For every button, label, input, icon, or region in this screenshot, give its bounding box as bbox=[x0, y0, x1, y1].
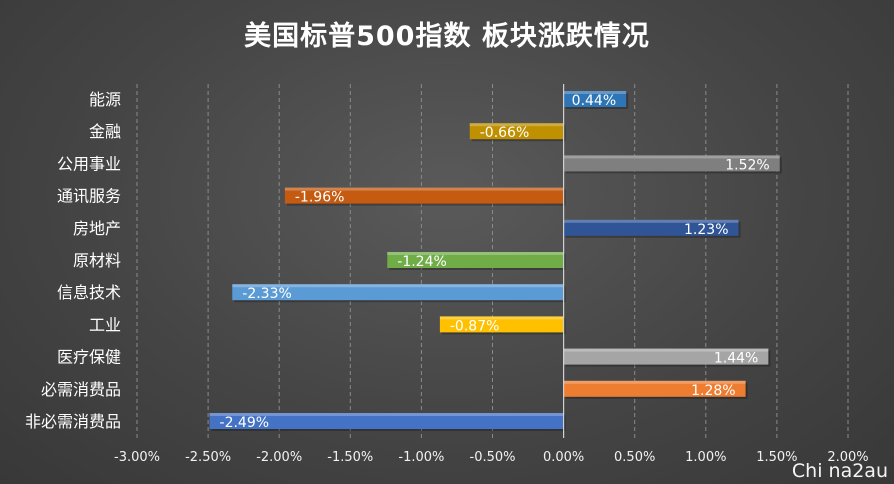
labels: -3.00% -2.50% -2.00% -1.50% -1.00% -0.50% 0.00… bbox=[25, 90, 869, 465]
data-label: 1.52% bbox=[725, 157, 769, 173]
category-label: 医疗保健 bbox=[57, 348, 121, 367]
bar-highlight bbox=[563, 219, 739, 223]
x-tick-label: -0.50% bbox=[470, 450, 516, 465]
category-label: 信息技术 bbox=[57, 283, 121, 302]
x-tick-label: -1.00% bbox=[398, 450, 444, 465]
bar bbox=[563, 155, 780, 172]
bar-highlight bbox=[563, 91, 627, 94]
bars bbox=[209, 91, 782, 431]
bar-highlight bbox=[563, 348, 769, 352]
bar-highlight bbox=[232, 284, 564, 288]
category-label: 工业 bbox=[89, 315, 121, 334]
data-label: 1.23% bbox=[684, 222, 728, 238]
data-label: 0.44% bbox=[572, 93, 616, 109]
bar bbox=[469, 123, 564, 140]
data-label: 1.44% bbox=[714, 351, 758, 367]
bar-highlight bbox=[387, 252, 564, 255]
category-label: 公用事业 bbox=[57, 154, 121, 173]
data-label: -2.33% bbox=[242, 286, 292, 302]
chart-title: 美国标普500指数 板块涨跌情况 bbox=[244, 21, 650, 52]
category-label: 非必需消费品 bbox=[25, 412, 121, 431]
x-tick-label: -1.50% bbox=[327, 450, 373, 465]
bar bbox=[563, 348, 769, 365]
category-label: 通讯服务 bbox=[57, 187, 121, 206]
category-label: 房地产 bbox=[73, 219, 121, 238]
category-label: 必需消费品 bbox=[41, 380, 121, 399]
x-tick-label: 1.50% bbox=[756, 450, 797, 465]
category-label: 原材料 bbox=[73, 251, 121, 270]
x-tick-label: -2.00% bbox=[256, 450, 302, 465]
bar bbox=[563, 91, 627, 107]
watermark: Chi na2au bbox=[791, 460, 888, 482]
x-tick-label: -3.00% bbox=[114, 450, 160, 465]
bar bbox=[439, 316, 564, 333]
data-label: 1.28% bbox=[691, 383, 735, 399]
data-label: -0.66% bbox=[480, 125, 530, 141]
x-tick-label: -2.50% bbox=[185, 450, 231, 465]
bar-highlight bbox=[209, 413, 564, 416]
bar bbox=[563, 380, 746, 397]
bar bbox=[387, 252, 564, 268]
data-label: -0.87% bbox=[450, 318, 500, 334]
bar bbox=[563, 219, 739, 236]
x-tick-label: 2.00% bbox=[827, 450, 868, 465]
bar-highlight bbox=[563, 155, 780, 159]
bar-highlight bbox=[439, 316, 564, 320]
bar-highlight bbox=[469, 123, 564, 127]
category-label: 金融 bbox=[89, 122, 121, 141]
data-label: -1.24% bbox=[397, 254, 447, 270]
data-label: -2.49% bbox=[220, 415, 270, 431]
bar-highlight bbox=[563, 380, 746, 384]
bar bbox=[209, 413, 564, 429]
bar bbox=[232, 284, 564, 301]
x-tick-label: 0.50% bbox=[614, 450, 655, 465]
x-tick-label: 0.00% bbox=[543, 450, 584, 465]
category-label: 能源 bbox=[89, 90, 121, 109]
x-tick-label: 1.00% bbox=[685, 450, 726, 465]
bar-highlight bbox=[284, 187, 564, 191]
bar bbox=[284, 187, 564, 204]
data-label: -1.96% bbox=[295, 190, 345, 206]
